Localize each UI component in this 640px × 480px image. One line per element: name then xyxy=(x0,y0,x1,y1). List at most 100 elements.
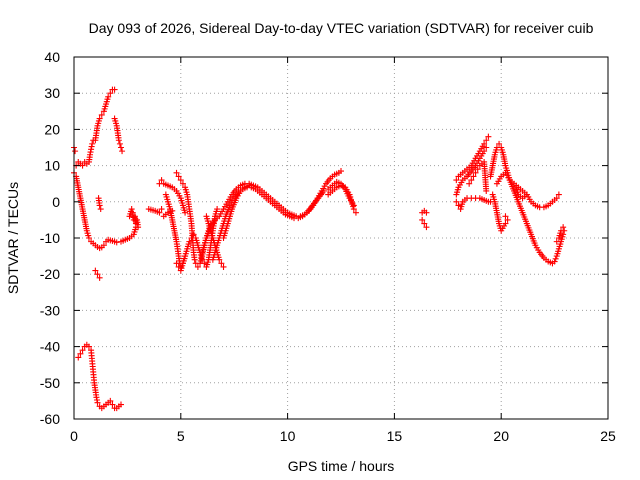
y-tick-label: -40 xyxy=(40,339,60,355)
data-point xyxy=(96,115,103,122)
data-point xyxy=(100,242,107,249)
data-point xyxy=(75,354,82,361)
data-point xyxy=(107,90,114,97)
data-point xyxy=(216,256,223,263)
data-point xyxy=(173,169,180,176)
axis-ticks xyxy=(73,56,609,420)
data-point xyxy=(220,263,227,270)
data-point xyxy=(186,238,193,245)
data-point xyxy=(466,180,473,187)
y-axis-label: SDTVAR / TECUs xyxy=(5,182,21,294)
data-point xyxy=(175,173,182,180)
data-series-sdtvar xyxy=(71,86,568,412)
data-point xyxy=(483,144,490,151)
data-point xyxy=(158,177,165,184)
data-point xyxy=(128,206,135,213)
data-point xyxy=(338,168,344,175)
data-point xyxy=(135,224,142,231)
data-point xyxy=(504,216,511,223)
data-point xyxy=(182,209,189,216)
x-tick-label: 20 xyxy=(493,428,509,444)
y-tick-label: 30 xyxy=(44,85,60,101)
data-point xyxy=(97,206,104,213)
y-tick-label: 0 xyxy=(52,194,60,210)
data-point xyxy=(485,133,492,140)
data-point xyxy=(92,267,99,274)
data-point xyxy=(85,235,92,241)
x-tick-label: 0 xyxy=(70,428,78,444)
data-point xyxy=(194,263,201,270)
data-point xyxy=(421,220,428,227)
data-point xyxy=(246,182,253,189)
data-point xyxy=(551,258,558,265)
data-point xyxy=(423,209,430,216)
data-point xyxy=(117,144,124,151)
data-point xyxy=(77,350,84,357)
data-point xyxy=(352,209,359,216)
data-point xyxy=(177,177,184,184)
y-tick-label: 10 xyxy=(44,158,60,174)
data-point xyxy=(523,191,530,198)
data-point xyxy=(158,206,165,213)
data-point xyxy=(105,93,112,100)
data-point xyxy=(119,148,126,155)
y-tick-label: -20 xyxy=(40,266,60,282)
data-point xyxy=(98,111,105,118)
grid xyxy=(74,57,608,419)
data-point xyxy=(453,177,460,184)
data-point xyxy=(560,231,567,238)
y-tick-label: -50 xyxy=(40,375,60,391)
data-point xyxy=(191,256,198,263)
data-point xyxy=(555,191,562,198)
data-point xyxy=(96,202,103,209)
data-point xyxy=(117,401,124,408)
data-point xyxy=(502,220,509,227)
data-point xyxy=(113,239,120,246)
y-tick-label: -30 xyxy=(40,302,60,318)
data-point xyxy=(89,140,96,147)
data-point xyxy=(350,202,357,209)
data-point xyxy=(320,187,327,194)
data-point xyxy=(182,253,189,260)
data-point xyxy=(175,263,182,270)
chart-title: Day 093 of 2026, Sidereal Day-to-day VTE… xyxy=(89,20,594,36)
data-point xyxy=(94,399,101,406)
data-point xyxy=(553,195,560,202)
x-axis-label: GPS time / hours xyxy=(288,458,395,474)
data-point xyxy=(85,343,92,350)
data-point xyxy=(558,227,565,234)
x-tick-label: 15 xyxy=(387,428,403,444)
data-point xyxy=(96,274,103,281)
data-point xyxy=(179,180,186,187)
y-tick-label: -60 xyxy=(40,411,60,427)
data-point xyxy=(218,260,225,267)
data-point xyxy=(109,401,116,408)
data-point xyxy=(107,397,114,404)
data-point xyxy=(173,260,180,267)
data-point xyxy=(552,255,559,262)
data-point xyxy=(481,140,488,147)
data-point xyxy=(79,347,86,354)
data-point xyxy=(79,162,86,169)
data-point xyxy=(116,140,123,147)
data-point xyxy=(115,137,122,144)
data-point xyxy=(560,224,567,231)
data-point xyxy=(483,187,490,194)
data-point xyxy=(111,86,118,93)
y-axis-tick-labels: -60 -50 -40 -30 -20 -10 0 10 20 30 40 xyxy=(40,49,60,427)
data-point xyxy=(468,177,475,184)
data-point xyxy=(156,209,163,216)
data-point xyxy=(190,231,197,238)
data-point xyxy=(419,216,426,223)
data-point xyxy=(455,202,462,209)
x-axis-tick-labels: 0 5 10 15 20 25 xyxy=(70,428,616,444)
data-point xyxy=(423,224,430,231)
y-tick-label: 20 xyxy=(44,121,60,137)
data-point xyxy=(453,198,460,205)
data-point xyxy=(94,271,101,278)
data-point xyxy=(483,137,490,144)
data-point xyxy=(481,148,488,155)
data-point xyxy=(470,173,477,180)
data-point xyxy=(472,169,479,176)
